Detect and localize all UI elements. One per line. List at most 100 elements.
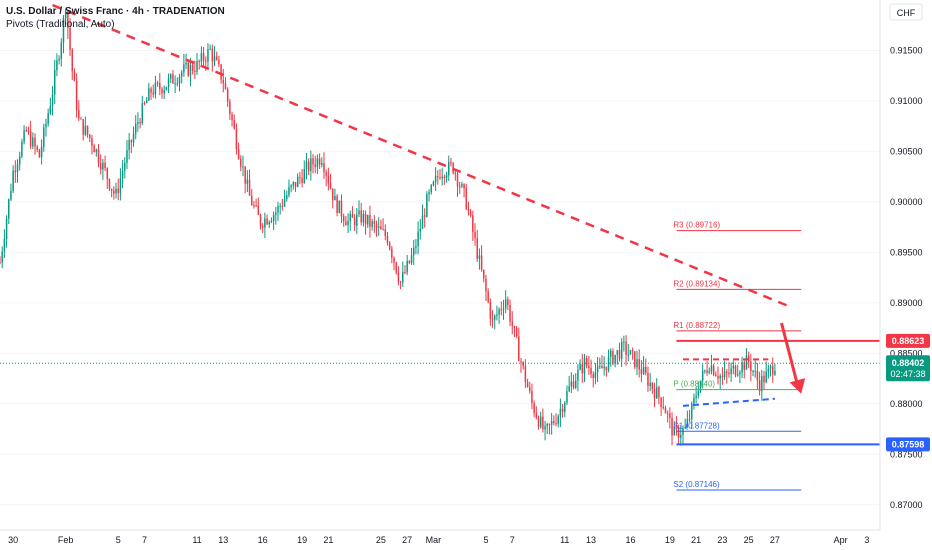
candle-body — [130, 140, 133, 143]
candle-body — [108, 179, 111, 189]
candle-body — [430, 185, 432, 193]
candle-body — [410, 255, 413, 263]
candle-body — [272, 214, 275, 222]
grid-layer — [0, 49, 880, 506]
candle-body — [40, 146, 43, 158]
candle-body — [653, 389, 656, 399]
candle-body — [235, 128, 238, 150]
candle-body — [152, 92, 154, 95]
candle-body — [620, 342, 623, 359]
candle-body — [231, 114, 233, 121]
candle-body — [215, 56, 218, 60]
candle-body — [765, 371, 767, 383]
candle-body — [688, 418, 691, 420]
candle-body — [719, 375, 721, 379]
candle-body — [763, 375, 765, 383]
candle-body — [213, 56, 216, 62]
candle-body — [73, 71, 76, 82]
candle-body — [194, 70, 196, 72]
candle-body — [386, 236, 389, 243]
candle-body — [715, 374, 717, 377]
candle-body — [618, 350, 621, 359]
candle-body — [106, 168, 109, 180]
candle-body — [211, 48, 214, 62]
x-tick-label: 30 — [8, 535, 18, 545]
candle-body — [240, 158, 242, 167]
candle-body — [594, 372, 597, 378]
candle-body — [99, 162, 102, 170]
candle-body — [80, 118, 82, 120]
candle-body — [537, 417, 540, 427]
x-tick-label: 11 — [560, 535, 569, 545]
candle-body — [408, 260, 411, 263]
currency-badge-box[interactable] — [889, 3, 923, 21]
candle-body — [743, 362, 746, 370]
bar-countdown-label: 02:47:38 — [890, 369, 925, 379]
candle-body — [264, 218, 266, 228]
currency-badge[interactable]: CHF — [897, 8, 916, 18]
candle-body — [500, 309, 503, 311]
candle-body — [207, 49, 209, 62]
candle-body — [491, 318, 494, 320]
candle-body — [421, 215, 424, 229]
x-tick-label: Mar — [426, 535, 442, 545]
candle-body — [712, 365, 715, 375]
candle-body — [572, 381, 575, 388]
candle-body — [261, 225, 264, 228]
last-price-label: 0.88402 — [892, 358, 925, 368]
candle-body — [369, 214, 371, 227]
candle-body — [609, 350, 612, 357]
candle-body — [95, 149, 98, 153]
candle-body — [237, 149, 240, 159]
candle-body — [64, 13, 67, 19]
y-tick-label: 0.88000 — [890, 399, 923, 409]
candle-body — [570, 381, 573, 387]
candle-body — [498, 309, 500, 315]
candle-body — [511, 321, 513, 327]
candle-body — [507, 299, 509, 306]
candle-body — [371, 221, 373, 227]
x-tick-label: 3 — [864, 535, 869, 545]
candle-body — [303, 168, 306, 183]
x-tick-label: 21 — [323, 535, 333, 545]
candle-body — [196, 60, 198, 72]
candle-body — [684, 426, 686, 429]
candle-body — [220, 64, 222, 80]
candle-body — [290, 185, 292, 188]
candle-body — [395, 262, 397, 273]
x-tick-label: 5 — [483, 535, 488, 545]
candle-body — [588, 365, 590, 368]
candle-body — [189, 64, 192, 76]
candle-body — [634, 351, 636, 368]
candle-body — [191, 64, 194, 71]
x-tick-label: Apr — [834, 535, 848, 545]
candle-body — [180, 72, 183, 77]
indicator-label: Pivots (Traditional, Auto) — [6, 19, 115, 30]
candle-body — [10, 191, 12, 200]
candle-body — [680, 434, 682, 438]
candle-body — [478, 255, 481, 259]
candle-body — [561, 408, 564, 412]
pivot-label-r3: R3 (0.89716) — [673, 221, 720, 230]
candle-body — [472, 215, 474, 233]
candle-body — [485, 278, 487, 292]
candle-body — [741, 362, 743, 373]
candle-body — [27, 130, 30, 132]
candle-body — [38, 149, 41, 158]
x-tick-label: 16 — [258, 535, 268, 545]
candle-body — [25, 130, 28, 132]
pivot-label-r1: R1 (0.88722) — [673, 321, 720, 330]
candle-body — [734, 365, 737, 376]
candle-body — [141, 103, 144, 124]
candle-body — [128, 140, 130, 151]
candle-body — [454, 172, 457, 175]
pivot-label-r2: R2 (0.89134) — [673, 279, 720, 288]
candle-body — [393, 257, 395, 263]
candle-body — [124, 162, 126, 171]
candle-body — [163, 89, 165, 94]
pivot-label-p: P (0.88140) — [673, 380, 715, 389]
candle-body — [325, 172, 327, 176]
candle-body — [172, 74, 174, 84]
